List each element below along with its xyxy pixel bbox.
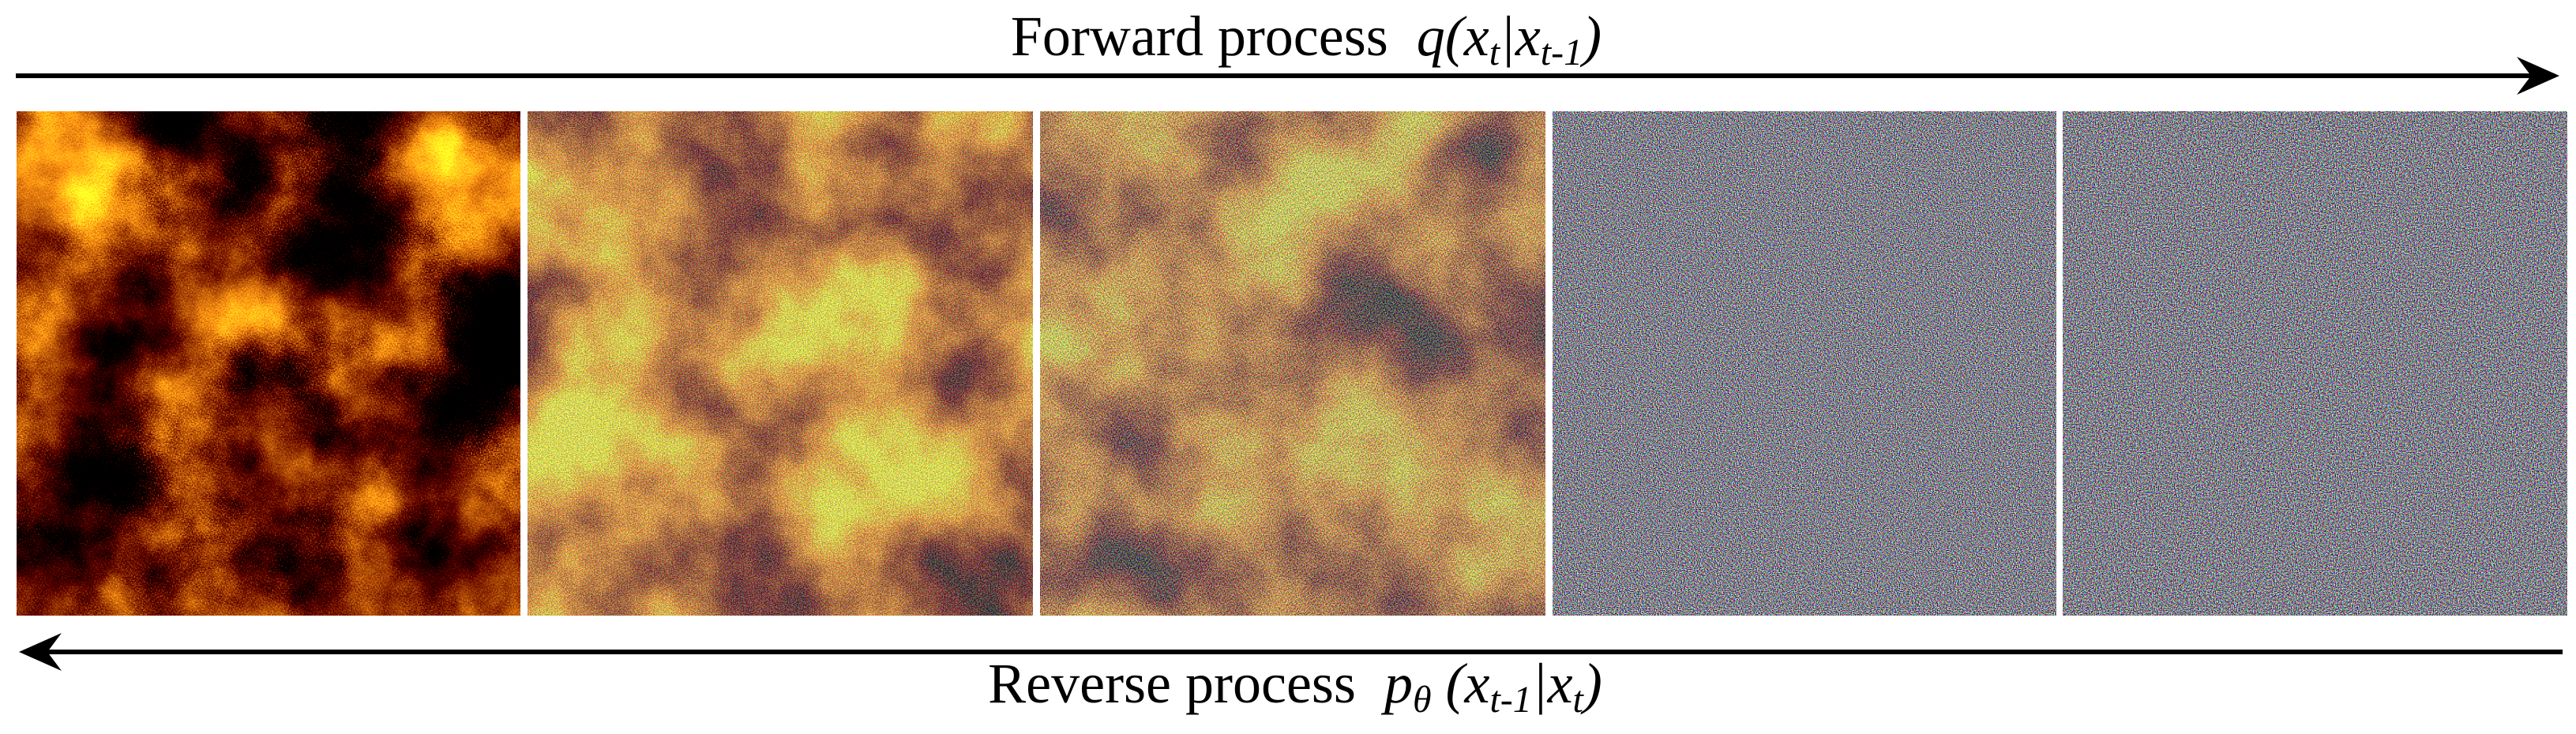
image-x0 (17, 111, 520, 616)
image-x3 (1553, 111, 2056, 616)
forward-title: Forward process q(xt|xt-1) (1011, 5, 1602, 73)
image-x1 (528, 111, 1033, 616)
reverse-title: Reverse process pθ (xt-1|xt) (988, 652, 1602, 721)
image-xT (2063, 111, 2567, 616)
image-x2 (1040, 111, 1545, 616)
